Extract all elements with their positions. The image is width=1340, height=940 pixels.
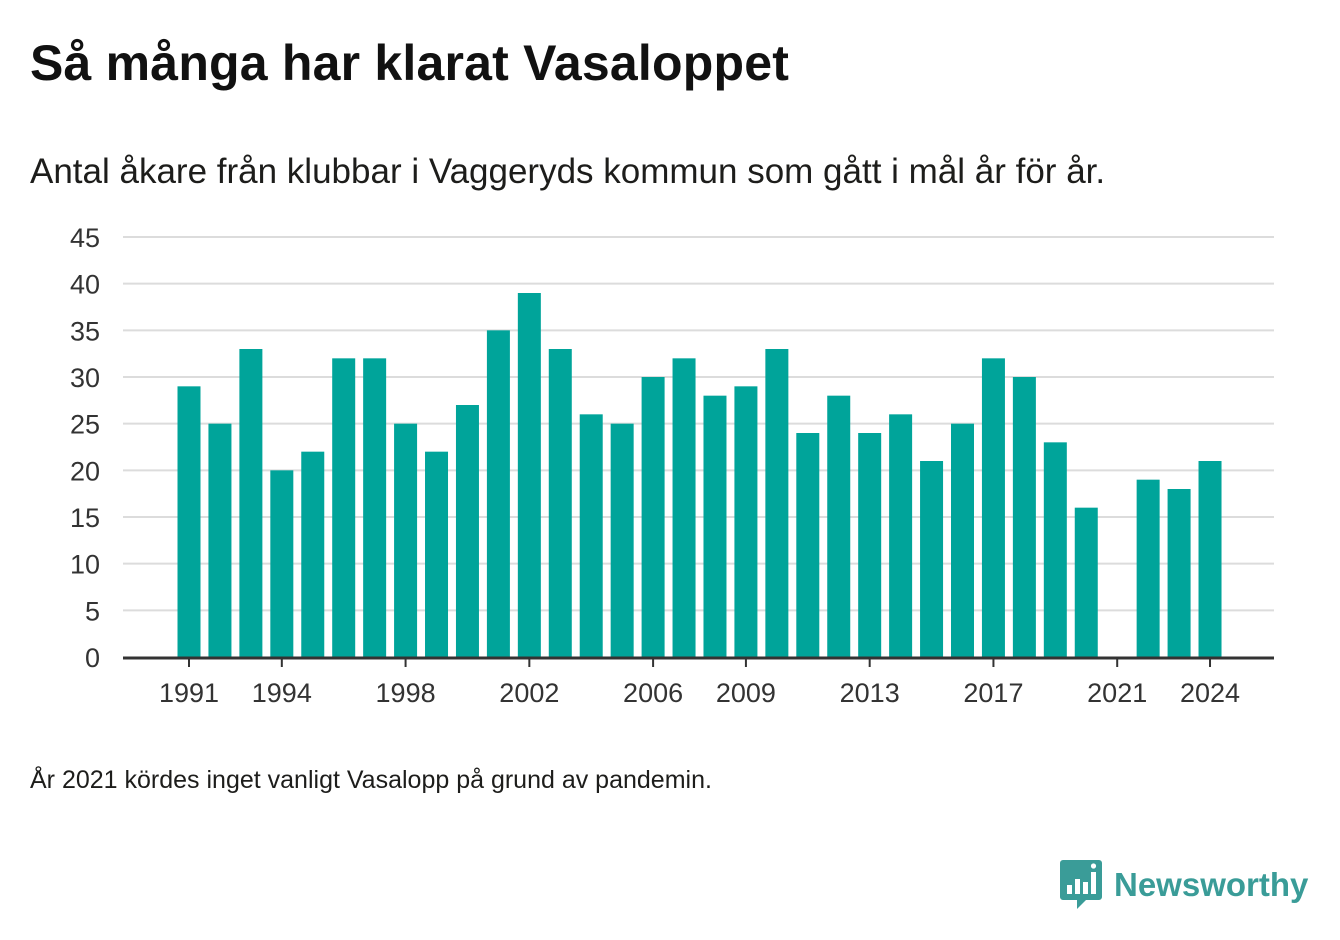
bar-1997 [363,358,387,657]
bar-2015 [920,461,944,657]
bar-2001 [486,330,510,657]
chart-subtitle: Antal åkare från klubbar i Vaggeryds kom… [30,152,1106,191]
x-tick-label: 2021 [1087,678,1147,708]
bar-1993 [239,349,263,657]
bar-2003 [548,349,572,657]
bar-2002 [517,293,541,657]
bar-2013 [858,433,882,657]
brand-name: Newsworthy [1114,866,1309,903]
bar-2008 [703,395,727,657]
bars [177,293,1222,657]
y-tick-label: 35 [70,316,100,346]
y-tick-label: 25 [70,410,100,440]
bar-2007 [672,358,696,657]
y-tick-label: 20 [70,456,100,486]
y-tick-label: 10 [70,550,100,580]
bar-2022 [1136,479,1160,657]
gridlines [123,236,1274,612]
bar-1996 [332,358,356,657]
bar-2005 [610,423,634,657]
bar-2020 [1074,507,1098,657]
x-tick-label: 2009 [716,678,776,708]
bar-2009 [734,386,758,657]
bar-2010 [765,349,789,657]
bar-2004 [579,414,603,657]
bar-2012 [827,395,851,657]
bar-chart-speech-bubble-icon [1060,860,1102,909]
bar-2019 [1043,442,1067,657]
bar-2018 [1012,377,1036,657]
bar-2024 [1198,461,1222,657]
bar-2017 [981,358,1005,657]
y-tick-label: 45 [70,223,100,253]
y-tick-label: 15 [70,503,100,533]
bar-1992 [208,423,232,657]
x-tick-label: 1994 [252,678,312,708]
chart-title: Så många har klarat Vasaloppet [30,35,790,91]
bar-2006 [641,377,665,657]
footnote: År 2021 kördes inget vanligt Vasalopp på… [30,766,712,794]
x-tick-label: 2017 [963,678,1023,708]
bar-2000 [455,405,479,657]
bar-2016 [951,423,974,657]
bar-2023 [1167,489,1191,657]
x-tick-label: 2002 [499,678,559,708]
bar-1991 [177,386,201,657]
x-tick-label: 1998 [376,678,436,708]
brand-logo: Newsworthy [1060,860,1308,910]
bar-1994 [270,470,294,657]
x-tick-label: 2013 [840,678,900,708]
bar-2014 [889,414,913,657]
x-axis-ticks: 1991 1994 1998 2002 2006 2009 2013 2017 2021 2024 [159,657,1240,708]
bar-1999 [425,451,449,657]
bar-1995 [301,451,325,657]
y-tick-label: 0 [85,643,100,673]
y-tick-label: 40 [70,270,100,300]
y-tick-label: 5 [85,596,100,626]
bar-1998 [394,423,418,657]
x-tick-label: 2024 [1180,678,1240,708]
x-tick-label: 2006 [623,678,683,708]
y-axis-ticks: 0 5 10 15 20 25 30 35 40 45 [70,223,100,673]
x-tick-label: 1991 [159,678,219,708]
bar-2011 [796,433,820,657]
bar-chart: 0 5 10 15 20 25 30 35 40 45 1991 1994 1998 2002 2006 2… [70,223,1274,708]
y-tick-label: 30 [70,363,100,393]
